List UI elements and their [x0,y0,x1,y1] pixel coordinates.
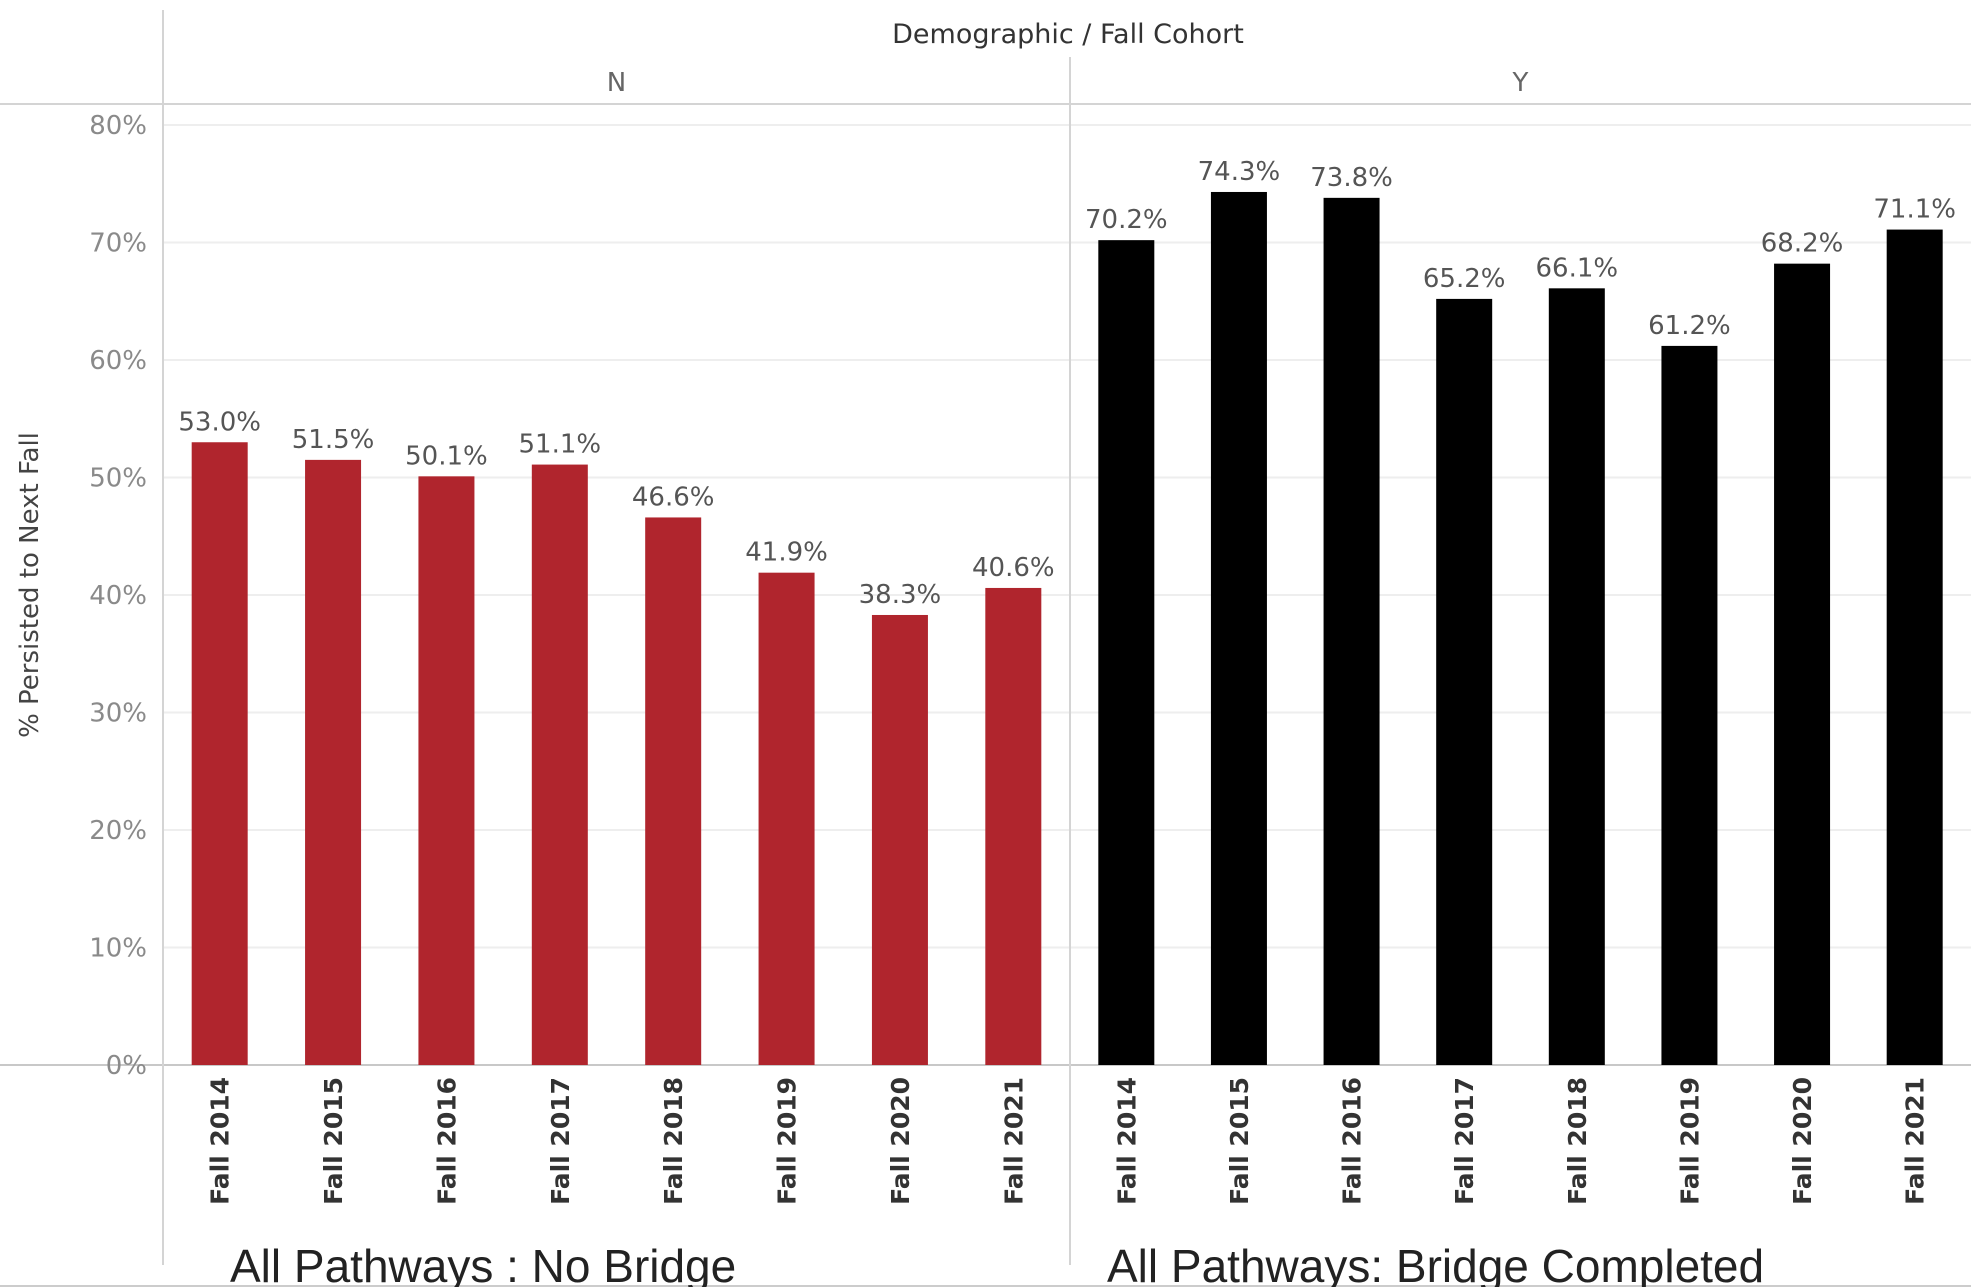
x-tick-label: Fall 2019 [1675,1077,1704,1205]
data-label: 66.1% [1536,253,1619,283]
data-label: 70.2% [1085,205,1168,235]
bar [1436,298,1493,1065]
panel-N: N 53.0% Fall 2014 51.5% Fall 2015 50.1% Fall 2… [178,68,1054,1287]
chart-title: Demographic / Fall Cohort [892,19,1244,50]
bar [758,572,815,1065]
x-tick-label: Fall 2021 [999,1077,1028,1205]
y-tick-label: 0% [106,1051,147,1081]
x-tick-label: Fall 2015 [1225,1077,1254,1205]
data-label: 71.1% [1873,195,1956,225]
y-tick-label: 30% [89,699,147,729]
y-axis-title: % Persisted to Next Fall [15,432,45,738]
y-tick-label: 60% [89,346,147,376]
x-tick-label: Fall 2020 [1788,1077,1817,1205]
bar [305,459,362,1065]
x-tick-label: Fall 2021 [1901,1077,1930,1205]
bar [1210,191,1267,1066]
y-tick-label: 10% [89,934,147,964]
bar [985,587,1042,1065]
data-label: 51.5% [292,425,375,455]
x-tick-label: Fall 2017 [546,1077,575,1205]
bar [191,442,248,1065]
data-label: 61.2% [1648,311,1731,341]
data-label: 74.3% [1198,157,1281,187]
y-tick-label: 50% [89,464,147,494]
x-tick-label: Fall 2018 [659,1077,688,1205]
x-tick-label: Fall 2017 [1450,1077,1479,1205]
y-tick-label: 40% [89,581,147,611]
x-tick-label: Fall 2014 [1112,1077,1141,1205]
data-label: 38.3% [859,580,942,610]
x-tick-label: Fall 2014 [206,1077,235,1205]
bar [1323,197,1380,1066]
y-tick-label: 70% [89,229,147,259]
bar [531,464,588,1065]
panel-caption: All Pathways : No Bridge [230,1240,736,1287]
bar [1774,263,1831,1065]
data-label: 40.6% [972,553,1055,583]
data-label: 53.0% [178,407,261,437]
x-tick-label: Fall 2015 [319,1077,348,1205]
y-axis-ticks: 0% 10% 20% 30% 40% 50% 60% 70% 80% [89,111,147,1081]
bar [645,517,702,1065]
data-label: 50.1% [405,441,488,471]
data-label: 65.2% [1423,264,1506,294]
chart-panels: N 53.0% Fall 2014 51.5% Fall 2015 50.1% Fall 2… [178,68,1956,1287]
panel-header: Y [1512,68,1529,98]
x-tick-label: Fall 2020 [886,1077,915,1205]
data-label: 73.8% [1310,163,1393,193]
bar [1886,229,1943,1065]
data-label: 46.6% [632,482,715,512]
y-tick-label: 20% [89,816,147,846]
data-label: 41.9% [745,538,828,568]
panel-Y: Y 70.2% Fall 2014 74.3% Fall 2015 73.8% Fall 2… [1085,68,1956,1287]
bar [871,614,928,1065]
bar [1548,288,1605,1065]
y-tick-label: 80% [89,111,147,141]
data-label: 51.1% [519,430,602,460]
x-tick-label: Fall 2016 [432,1077,461,1205]
panel-header: N [607,68,626,98]
panel-caption: All Pathways: Bridge Completed [1107,1240,1764,1287]
data-label: 68.2% [1761,229,1844,259]
x-tick-label: Fall 2016 [1338,1077,1367,1205]
bar [1661,345,1718,1065]
bar [418,476,475,1065]
x-tick-label: Fall 2019 [773,1077,802,1205]
x-tick-label: Fall 2018 [1563,1077,1592,1205]
bar [1098,240,1155,1065]
